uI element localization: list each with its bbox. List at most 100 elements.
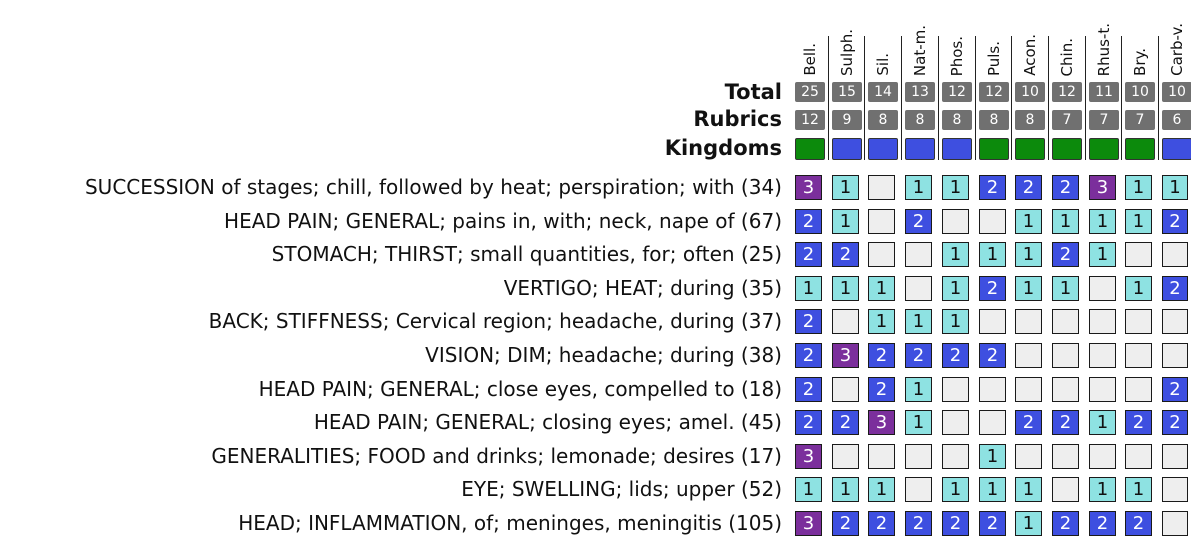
grade-cell[interactable]: 1 [832, 477, 859, 502]
grade-cell[interactable]: 2 [868, 511, 895, 536]
grade-cell[interactable]: 1 [1015, 511, 1042, 536]
empty-cell[interactable] [979, 209, 1006, 234]
grade-cell[interactable]: 2 [1162, 276, 1188, 301]
grade-cell[interactable]: 1 [905, 175, 932, 200]
rubric-label[interactable]: VISION; DIM; headache; during (38) [425, 343, 782, 367]
grade-cell[interactable]: 2 [832, 410, 859, 435]
empty-cell[interactable] [1162, 309, 1188, 334]
rubric-label[interactable]: HEAD PAIN; GENERAL; pains in, with; neck… [224, 209, 782, 233]
remedy-header[interactable]: Carb-v. [1162, 2, 1191, 76]
empty-cell[interactable] [1162, 343, 1188, 368]
empty-cell[interactable] [1015, 377, 1042, 402]
empty-cell[interactable] [1015, 309, 1042, 334]
grade-cell[interactable]: 1 [832, 276, 859, 301]
rubric-label[interactable]: VERTIGO; HEAT; during (35) [503, 276, 782, 300]
grade-cell[interactable]: 2 [1089, 511, 1116, 536]
empty-cell[interactable] [868, 444, 895, 469]
empty-cell[interactable] [1052, 343, 1079, 368]
grade-cell[interactable]: 2 [1162, 410, 1188, 435]
empty-cell[interactable] [942, 209, 969, 234]
grade-cell[interactable]: 2 [1015, 175, 1042, 200]
grade-cell[interactable]: 1 [1015, 242, 1042, 267]
rubric-label[interactable]: EYE; SWELLING; lids; upper (52) [461, 477, 782, 501]
grade-cell[interactable]: 2 [795, 309, 822, 334]
remedy-header[interactable]: Chin. [1052, 2, 1082, 76]
grade-cell[interactable]: 2 [1162, 209, 1188, 234]
grade-cell[interactable]: 2 [795, 343, 822, 368]
grade-cell[interactable]: 2 [942, 511, 969, 536]
grade-cell[interactable]: 2 [795, 410, 822, 435]
grade-cell[interactable]: 2 [832, 242, 859, 267]
grade-cell[interactable]: 2 [942, 343, 969, 368]
grade-cell[interactable]: 1 [942, 242, 969, 267]
grade-cell[interactable]: 1 [1125, 209, 1152, 234]
grade-cell[interactable]: 1 [942, 477, 969, 502]
empty-cell[interactable] [1052, 477, 1079, 502]
rubric-label[interactable]: SUCCESSION of stages; chill, followed by… [84, 175, 782, 199]
grade-cell[interactable]: 2 [1125, 511, 1152, 536]
grade-cell[interactable]: 1 [795, 477, 822, 502]
grade-cell[interactable]: 2 [1015, 410, 1042, 435]
grade-cell[interactable]: 3 [1089, 175, 1116, 200]
grade-cell[interactable]: 2 [1052, 242, 1079, 267]
remedy-header[interactable]: Rhus-t. [1089, 2, 1119, 76]
remedy-header[interactable]: Bry. [1125, 2, 1155, 76]
empty-cell[interactable] [1162, 477, 1188, 502]
empty-cell[interactable] [905, 444, 932, 469]
empty-cell[interactable] [1162, 444, 1188, 469]
rubric-label[interactable]: HEAD PAIN; GENERAL; close eyes, compelle… [258, 377, 782, 401]
grade-cell[interactable]: 1 [905, 410, 932, 435]
grade-cell[interactable]: 2 [979, 343, 1006, 368]
empty-cell[interactable] [1089, 309, 1116, 334]
grade-cell[interactable]: 3 [832, 343, 859, 368]
grade-cell[interactable]: 2 [795, 242, 822, 267]
grade-cell[interactable]: 1 [942, 276, 969, 301]
grade-cell[interactable]: 1 [979, 242, 1006, 267]
empty-cell[interactable] [942, 444, 969, 469]
empty-cell[interactable] [905, 242, 932, 267]
grade-cell[interactable]: 1 [1052, 276, 1079, 301]
grade-cell[interactable]: 1 [832, 175, 859, 200]
grade-cell[interactable]: 1 [1015, 477, 1042, 502]
grade-cell[interactable]: 2 [868, 377, 895, 402]
grade-cell[interactable]: 2 [832, 511, 859, 536]
grade-cell[interactable]: 1 [1125, 276, 1152, 301]
grade-cell[interactable]: 2 [979, 175, 1006, 200]
grade-cell[interactable]: 2 [1125, 410, 1152, 435]
grade-cell[interactable]: 1 [942, 175, 969, 200]
empty-cell[interactable] [942, 410, 969, 435]
remedy-header[interactable]: Phos. [942, 2, 972, 76]
remedy-header[interactable]: Puls. [979, 2, 1009, 76]
empty-cell[interactable] [1125, 377, 1152, 402]
empty-cell[interactable] [868, 242, 895, 267]
grade-cell[interactable]: 1 [905, 309, 932, 334]
grade-cell[interactable]: 2 [905, 511, 932, 536]
grade-cell[interactable]: 2 [868, 343, 895, 368]
empty-cell[interactable] [868, 175, 895, 200]
empty-cell[interactable] [1125, 309, 1152, 334]
empty-cell[interactable] [905, 477, 932, 502]
empty-cell[interactable] [832, 444, 859, 469]
remedy-header[interactable]: Sil. [868, 2, 898, 76]
empty-cell[interactable] [1162, 511, 1188, 536]
grade-cell[interactable]: 1 [942, 309, 969, 334]
empty-cell[interactable] [1125, 343, 1152, 368]
empty-cell[interactable] [905, 276, 932, 301]
empty-cell[interactable] [1162, 242, 1188, 267]
grade-cell[interactable]: 1 [1125, 175, 1152, 200]
grade-cell[interactable]: 1 [832, 209, 859, 234]
rubric-label[interactable]: STOMACH; THIRST; small quantities, for; … [271, 242, 782, 266]
empty-cell[interactable] [1052, 377, 1079, 402]
grade-cell[interactable]: 2 [1052, 511, 1079, 536]
grade-cell[interactable]: 1 [1089, 477, 1116, 502]
grade-cell[interactable]: 1 [868, 309, 895, 334]
empty-cell[interactable] [1015, 343, 1042, 368]
grade-cell[interactable]: 2 [795, 377, 822, 402]
grade-cell[interactable]: 2 [1052, 410, 1079, 435]
grade-cell[interactable]: 2 [795, 209, 822, 234]
grade-cell[interactable]: 1 [868, 477, 895, 502]
empty-cell[interactable] [1089, 276, 1116, 301]
grade-cell[interactable]: 2 [905, 209, 932, 234]
grade-cell[interactable]: 1 [1015, 276, 1042, 301]
rubric-label[interactable]: HEAD; INFLAMMATION, of; meninges, mening… [238, 511, 782, 535]
